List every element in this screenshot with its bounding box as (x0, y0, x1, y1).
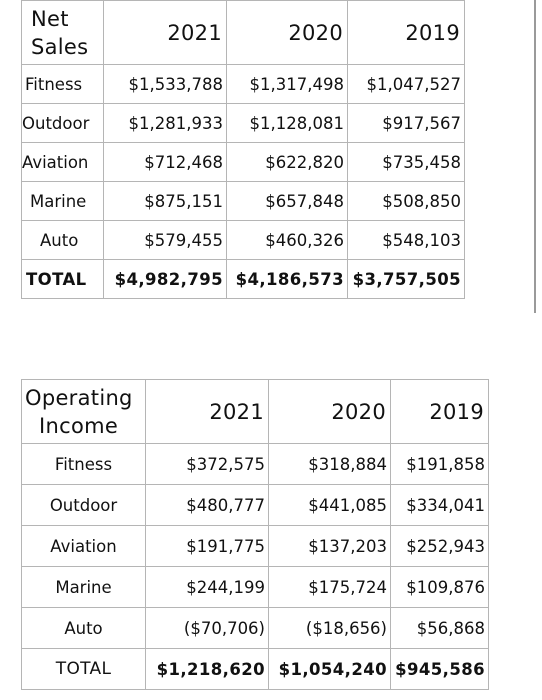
value-cell: $441,085 (268, 484, 391, 526)
year-header: 2021 (145, 379, 269, 444)
value-cell: $56,868 (390, 607, 489, 649)
segment-label: Fitness (21, 443, 146, 485)
header-row: Net Sales 2021 2020 2019 (21, 0, 465, 65)
segment-label: Outdoor (21, 103, 104, 143)
table-row: Outdoor $1,281,933 $1,128,081 $917,567 (21, 103, 465, 143)
operating-income-header: Operating Income (21, 379, 146, 444)
value-cell: $657,848 (226, 181, 348, 221)
year-header: 2019 (347, 0, 465, 65)
value-cell: $875,151 (103, 181, 227, 221)
total-value: $945,586 (390, 648, 489, 690)
value-cell: $460,326 (226, 220, 348, 260)
value-cell: $191,858 (390, 443, 489, 485)
value-cell: $372,575 (145, 443, 269, 485)
value-cell: ($70,706) (145, 607, 269, 649)
total-row: TOTAL $1,218,620 $1,054,240 $945,586 (21, 648, 489, 690)
value-cell: $191,775 (145, 525, 269, 567)
header-line: Income (39, 413, 119, 438)
total-label: TOTAL (21, 259, 104, 299)
year-header: 2019 (390, 379, 489, 444)
header-line: Sales (31, 34, 89, 59)
value-cell: $1,047,527 (347, 64, 465, 104)
value-cell: ($18,656) (268, 607, 391, 649)
table-row: Marine $875,151 $657,848 $508,850 (21, 181, 465, 221)
header-line: Operating (25, 385, 133, 410)
net-sales-header: Net Sales (21, 0, 104, 65)
table-row: Aviation $712,468 $622,820 $735,458 (21, 142, 465, 182)
value-cell: $480,777 (145, 484, 269, 526)
year-header: 2021 (103, 0, 227, 65)
year-header: 2020 (268, 379, 391, 444)
table-row: Outdoor $480,777 $441,085 $334,041 (21, 484, 489, 526)
segment-label: Aviation (21, 525, 146, 567)
total-label: TOTAL (21, 648, 146, 690)
value-cell: $109,876 (390, 566, 489, 608)
total-value: $1,218,620 (145, 648, 269, 690)
value-cell: $735,458 (347, 142, 465, 182)
value-cell: $712,468 (103, 142, 227, 182)
total-row: TOTAL $4,982,795 $4,186,573 $3,757,505 (21, 259, 465, 299)
table-row: Auto ($70,706) ($18,656) $56,868 (21, 607, 489, 649)
value-cell: $579,455 (103, 220, 227, 260)
segment-label: Aviation (21, 142, 104, 182)
total-value: $4,982,795 (103, 259, 227, 299)
value-cell: $252,943 (390, 525, 489, 567)
total-value: $4,186,573 (226, 259, 348, 299)
value-cell: $508,850 (347, 181, 465, 221)
net-sales-table: Net Sales 2021 2020 2019 Fitness $1,533,… (21, 0, 465, 299)
segment-label: Outdoor (21, 484, 146, 526)
value-cell: $137,203 (268, 525, 391, 567)
value-cell: $1,128,081 (226, 103, 348, 143)
segment-label: Auto (21, 220, 104, 260)
segment-label: Fitness (21, 64, 104, 104)
header-line: Net (31, 6, 69, 31)
header-row: Operating Income 2021 2020 2019 (21, 379, 489, 444)
value-cell: $548,103 (347, 220, 465, 260)
value-cell: $318,884 (268, 443, 391, 485)
table-row: Fitness $1,533,788 $1,317,498 $1,047,527 (21, 64, 465, 104)
value-cell: $1,317,498 (226, 64, 348, 104)
total-value: $3,757,505 (347, 259, 465, 299)
value-cell: $244,199 (145, 566, 269, 608)
segment-label: Marine (21, 566, 146, 608)
segment-label: Marine (21, 181, 104, 221)
value-cell: $175,724 (268, 566, 391, 608)
operating-income-table: Operating Income 2021 2020 2019 Fitness … (21, 379, 489, 690)
value-cell: $622,820 (226, 142, 348, 182)
segment-label: Auto (21, 607, 146, 649)
table-row: Auto $579,455 $460,326 $548,103 (21, 220, 465, 260)
value-cell: $1,281,933 (103, 103, 227, 143)
table-row: Aviation $191,775 $137,203 $252,943 (21, 525, 489, 567)
year-header: 2020 (226, 0, 348, 65)
total-value: $1,054,240 (268, 648, 391, 690)
value-cell: $917,567 (347, 103, 465, 143)
value-cell: $334,041 (390, 484, 489, 526)
table-row: Marine $244,199 $175,724 $109,876 (21, 566, 489, 608)
scroll-edge-line (534, 0, 536, 313)
value-cell: $1,533,788 (103, 64, 227, 104)
table-row: Fitness $372,575 $318,884 $191,858 (21, 443, 489, 485)
